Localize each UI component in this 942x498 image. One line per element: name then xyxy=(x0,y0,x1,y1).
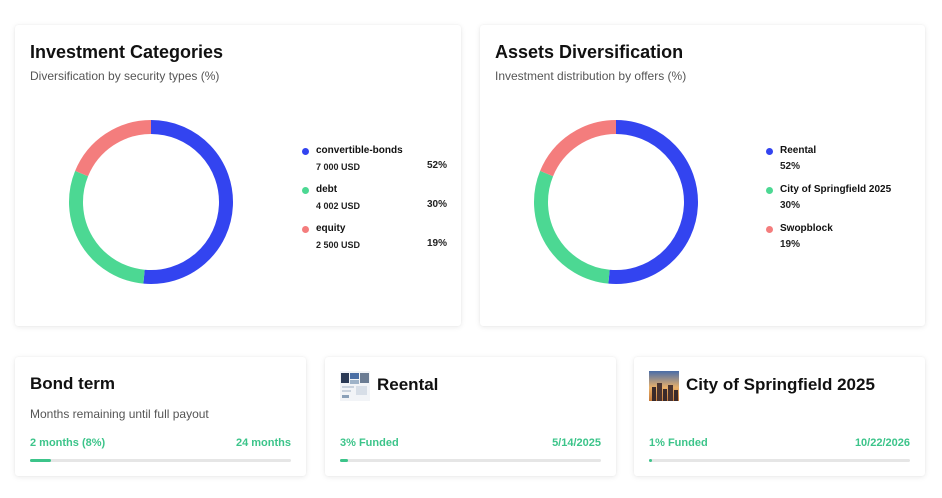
bond-term-card: Bond term Months remaining until full pa… xyxy=(15,357,306,476)
donut-slice-debt xyxy=(69,170,145,284)
city-thumbnail-icon xyxy=(649,371,679,401)
card-title: City of Springfield 2025 xyxy=(686,375,875,394)
city-offer-card[interactable]: City of Springfield 2025 1% Funded 10/22… xyxy=(634,357,925,476)
legend-name: debt xyxy=(316,184,338,195)
legend-item-reental: Reental 52% xyxy=(766,145,911,184)
funded-label: 1% Funded xyxy=(649,437,708,449)
legend-percent: 30% xyxy=(780,200,801,211)
donut-slice-reental xyxy=(608,120,698,284)
progress-track xyxy=(30,459,291,462)
legend-percent: 19% xyxy=(780,239,801,250)
card-title: Investment Categories xyxy=(30,42,224,62)
reental-offer-card[interactable]: Reental 3% Funded 5/14/2025 xyxy=(325,357,616,476)
reental-thumbnail-icon xyxy=(340,371,370,401)
card-title: Bond term xyxy=(30,374,115,393)
legend-dot xyxy=(766,148,773,155)
legend-percent: 52% xyxy=(426,160,447,171)
legend-name: convertible-bonds xyxy=(316,145,403,156)
donut-slice-convertible-bonds xyxy=(143,120,233,284)
categories-donut-chart xyxy=(69,120,233,284)
assets-diversification-card: Assets Diversification Investment distri… xyxy=(480,25,925,326)
offer-date: 5/14/2025 xyxy=(552,437,601,449)
progress-fill xyxy=(649,459,652,462)
diversification-donut-chart xyxy=(534,120,698,284)
legend-name: City of Springfield 2025 xyxy=(780,184,892,195)
progress-fill xyxy=(340,459,348,462)
legend-dot xyxy=(302,148,309,155)
legend-item-swopblock: Swopblock 19% xyxy=(766,223,911,262)
progress-label: 2 months (8%) xyxy=(30,437,106,449)
legend-name: Reental xyxy=(780,145,817,156)
card-subtitle: Months remaining until full payout xyxy=(30,407,209,421)
progress-track xyxy=(649,459,910,462)
legend-dot xyxy=(302,226,309,233)
categories-legend: convertible-bonds 7 000 USD 52% debt 4 0… xyxy=(302,145,447,262)
legend-name: equity xyxy=(316,223,346,234)
legend-amount: 2 500 USD xyxy=(316,240,361,250)
donut-slice-swopblock xyxy=(540,120,617,177)
term-end-label: 24 months xyxy=(235,437,291,449)
legend-item-equity: equity 2 500 USD 19% xyxy=(302,223,447,262)
legend-item-debt: debt 4 002 USD 30% xyxy=(302,184,447,223)
progress-fill xyxy=(30,459,51,462)
card-title: Reental xyxy=(377,375,439,394)
diversification-legend: Reental 52% City of Springfield 2025 30%… xyxy=(766,145,911,262)
legend-item-city-of-springfield: City of Springfield 2025 30% xyxy=(766,184,911,223)
legend-percent: 52% xyxy=(780,161,801,172)
legend-amount: 7 000 USD xyxy=(316,162,361,172)
legend-percent: 19% xyxy=(426,238,447,249)
offer-date: 10/22/2026 xyxy=(854,437,910,449)
card-subtitle: Diversification by security types (%) xyxy=(30,69,220,83)
donut-slice-equity xyxy=(75,120,152,177)
legend-percent: 30% xyxy=(426,199,447,210)
legend-name: Swopblock xyxy=(780,223,833,234)
progress-track xyxy=(340,459,601,462)
investment-categories-card: Investment Categories Diversification by… xyxy=(15,25,461,326)
legend-dot xyxy=(302,187,309,194)
card-title: Assets Diversification xyxy=(495,42,684,62)
card-subtitle: Investment distribution by offers (%) xyxy=(495,69,687,83)
legend-item-convertible-bonds: convertible-bonds 7 000 USD 52% xyxy=(302,145,447,184)
funded-label: 3% Funded xyxy=(340,437,399,449)
legend-dot xyxy=(766,226,773,233)
donut-slice-city-of-springfield-2025 xyxy=(534,170,610,284)
legend-dot xyxy=(766,187,773,194)
legend-amount: 4 002 USD xyxy=(316,201,361,211)
